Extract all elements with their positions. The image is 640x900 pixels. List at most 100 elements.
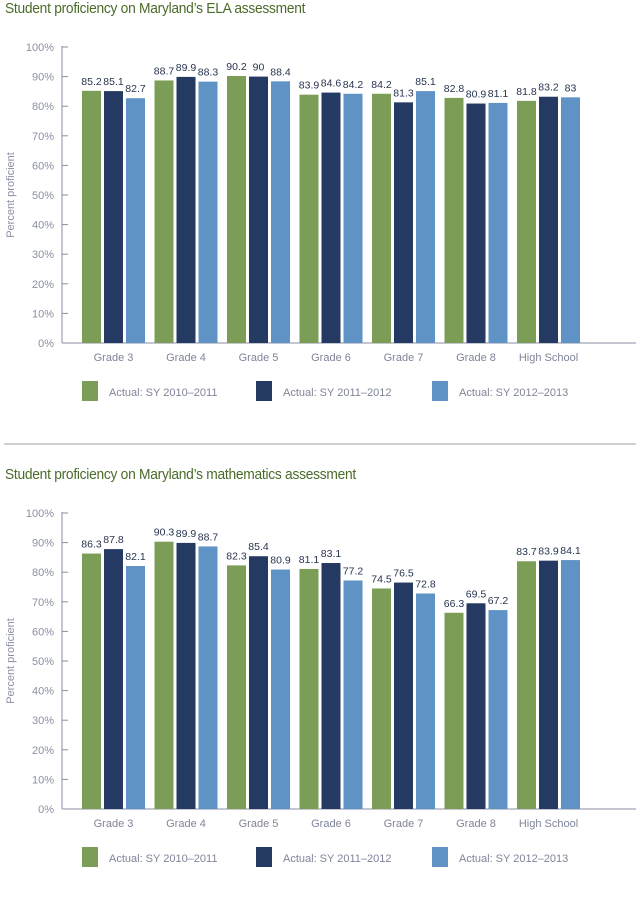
- x-tick-label: High School: [519, 352, 578, 364]
- y-tick-label: 70%: [32, 131, 54, 143]
- data-label: 82.1: [125, 551, 146, 563]
- y-tick-label: 100%: [26, 508, 54, 520]
- legend-swatch: [82, 381, 98, 401]
- legend-label: Actual: SY 2011–2012: [283, 387, 391, 399]
- y-tick-label: 100%: [26, 42, 54, 54]
- bar: [539, 560, 558, 809]
- bar: [154, 80, 174, 343]
- data-label: 90.2: [226, 61, 247, 73]
- data-label: 67.2: [488, 595, 509, 607]
- data-label: 81.8: [516, 86, 537, 98]
- bar: [176, 542, 196, 809]
- data-label: 83.7: [516, 546, 537, 558]
- y-tick-label: 10%: [32, 774, 54, 786]
- y-axis-title: Percent proficient: [5, 618, 17, 704]
- legend-swatch: [432, 381, 448, 401]
- bar: [488, 610, 508, 809]
- data-label: 85.1: [415, 76, 436, 88]
- y-tick-label: 70%: [32, 597, 54, 609]
- legend-label: Actual: SY 2012–2013: [459, 387, 568, 399]
- bar: [198, 81, 218, 343]
- bar: [271, 569, 290, 809]
- ela-chart: Percent proficient 0% 10% 20% 30% 40% 50% 60% 70…: [5, 42, 636, 401]
- data-label: 82.7: [125, 83, 146, 95]
- data-label: 87.8: [103, 534, 124, 546]
- legend-label: Actual: SY 2011–2012: [283, 853, 391, 865]
- bar: [343, 93, 363, 343]
- bar: [321, 563, 341, 809]
- data-label: 76.5: [393, 568, 414, 580]
- bar: [466, 603, 486, 809]
- bar: [466, 103, 486, 343]
- data-label: 80.9: [270, 555, 291, 567]
- bar: [227, 565, 246, 809]
- data-label: 84.6: [321, 78, 342, 90]
- bar: [176, 76, 196, 344]
- y-tick-label: 60%: [32, 160, 54, 172]
- data-label: 85.4: [248, 541, 269, 553]
- bar: [299, 568, 319, 809]
- bar: [198, 546, 218, 809]
- y-tick-label: 90%: [32, 72, 54, 84]
- y-tick-label: 30%: [32, 249, 54, 261]
- ela-chart-title: Student proficiency on Maryland’s ELA as…: [5, 0, 306, 17]
- x-tick-label: Grade 5: [239, 818, 279, 830]
- bar: [126, 98, 145, 343]
- bar: [517, 561, 536, 809]
- y-tick-label: 0%: [38, 338, 54, 350]
- data-label: 66.3: [444, 598, 465, 610]
- y-tick-label: 50%: [32, 190, 54, 202]
- bar: [444, 612, 464, 809]
- y-axis-title: Percent proficient: [5, 152, 17, 238]
- legend-label: Actual: SY 2012–2013: [459, 853, 568, 865]
- y-tick-label: 40%: [32, 220, 54, 232]
- legend-label: Actual: SY 2010–2011: [109, 853, 217, 865]
- data-label: 83.9: [299, 80, 320, 92]
- bar: [82, 90, 101, 343]
- y-tick-label: 10%: [32, 308, 54, 320]
- bar: [82, 553, 101, 809]
- data-label: 90.3: [154, 527, 175, 539]
- data-label: 89.9: [176, 62, 197, 74]
- x-tick-label: Grade 8: [456, 352, 496, 364]
- legend-label: Actual: SY 2010–2011: [109, 387, 217, 399]
- bar: [343, 580, 363, 809]
- y-tick-label: 0%: [38, 804, 54, 816]
- data-label: 88.4: [270, 66, 291, 78]
- data-label: 88.7: [154, 65, 175, 77]
- data-label: 89.9: [176, 528, 197, 540]
- data-label: 86.3: [81, 539, 102, 551]
- bar: [154, 541, 174, 809]
- data-label: 77.2: [343, 565, 364, 577]
- legend-swatch: [256, 381, 272, 401]
- data-label: 83.9: [538, 546, 559, 558]
- legend-swatch: [82, 847, 98, 867]
- bar: [299, 94, 319, 343]
- x-tick-label: Grade 4: [166, 352, 206, 364]
- data-label: 82.8: [444, 83, 465, 95]
- data-label: 88.3: [198, 67, 219, 79]
- data-label: 82.3: [226, 550, 247, 562]
- legend-swatch: [256, 847, 272, 867]
- data-label: 81.3: [393, 87, 414, 99]
- x-tick-label: Grade 3: [94, 818, 134, 830]
- y-tick-label: 30%: [32, 715, 54, 727]
- bar: [561, 560, 580, 809]
- data-label: 69.5: [466, 588, 487, 600]
- bar: [517, 100, 536, 343]
- x-tick-label: Grade 7: [384, 818, 424, 830]
- bar: [416, 91, 435, 343]
- bar: [444, 97, 464, 343]
- data-label: 83.2: [538, 82, 559, 94]
- bar: [394, 582, 413, 809]
- x-tick-label: Grade 6: [311, 352, 351, 364]
- data-label: 81.1: [299, 554, 320, 566]
- data-label: 88.7: [198, 531, 219, 543]
- data-label: 84.1: [560, 545, 581, 557]
- bar: [104, 91, 123, 343]
- bar: [126, 565, 145, 809]
- x-tick-label: Grade 7: [384, 352, 424, 364]
- y-tick-label: 50%: [32, 656, 54, 668]
- math-chart: Percent proficient 0% 10% 20% 30% 40% 50% 60% 70…: [5, 508, 636, 867]
- legend-swatch: [432, 847, 448, 867]
